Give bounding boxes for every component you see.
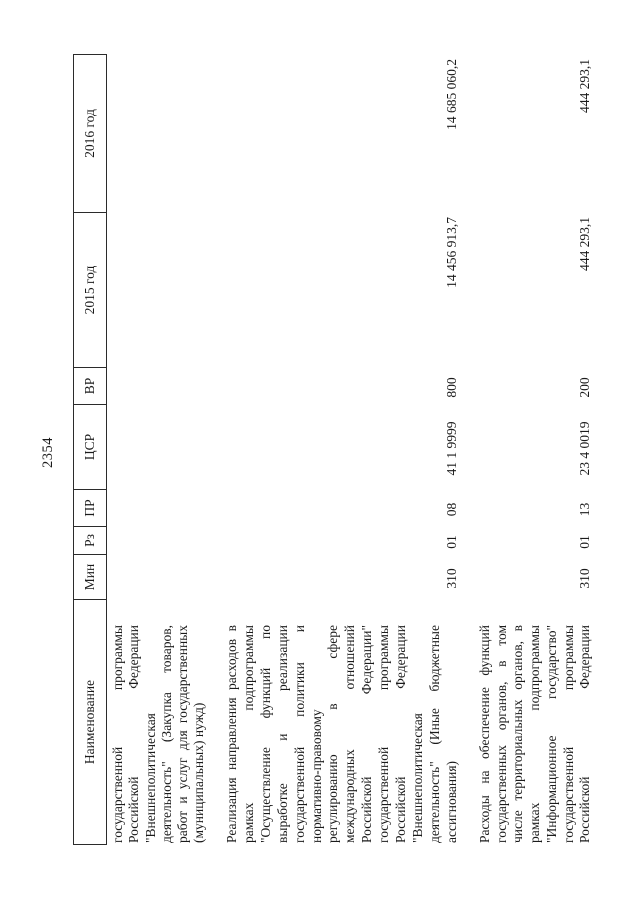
header-cell-csr: ЦСР — [74, 405, 106, 490]
header-cell-name: Наименование — [82, 679, 97, 765]
name-line: государственных органов, в том — [493, 625, 509, 843]
header-cell-pr: ПР — [74, 490, 106, 527]
row-3-vr-code: 200 — [577, 377, 592, 398]
page-number: 2354 — [40, 437, 56, 468]
table-header-row: Наименование Мин Рз ПР ЦСР ВР 2015 год 2… — [73, 54, 107, 845]
row-2-min-code: 310 — [444, 568, 459, 589]
name-line: государственной политики и — [291, 625, 307, 843]
name-line: государственной программы — [110, 625, 125, 843]
name-line: (муниципальных) нужд) — [191, 702, 207, 843]
row-3-2015-value: 444 293,1 — [577, 217, 592, 271]
row-2-2015-value: 14 456 913,7 — [444, 217, 459, 288]
row-2-csr-code: 41 1 9999 — [444, 421, 459, 476]
header-cell-2015: 2015 год — [74, 213, 106, 368]
row-2-pr-code: 08 — [444, 502, 459, 517]
name-line: "Осуществление функций по — [257, 625, 273, 843]
row-3-values: 310 01 13 23 4 0019 200 444 293,1 444 29… — [577, 56, 594, 845]
name-line: Расходы на обеспечение функций — [477, 625, 492, 843]
header-cell-vr: ВР — [74, 368, 106, 405]
row-1-name-paragraph: государственной программы Российской Фед… — [110, 625, 208, 843]
row-2-rz-code: 01 — [444, 535, 459, 549]
name-line: работ и услуг для государственных — [175, 625, 191, 843]
row-3-2016-value: 444 293,1 — [577, 59, 592, 113]
name-line: деятельность" (Иные бюджетные — [426, 625, 442, 843]
row-2-name-paragraph: Реализация направления расходов в рамках… — [224, 625, 461, 843]
row-2-2016-value: 14 685 060,2 — [444, 59, 459, 130]
name-line: числе территориальных органов, в — [510, 625, 526, 843]
name-line: "Информационное государство" — [543, 625, 559, 843]
name-column-spacer — [444, 601, 461, 845]
row-2-values: 310 01 08 41 1 9999 800 14 456 913,7 14 … — [444, 56, 461, 845]
row-3-rz-code: 01 — [577, 535, 592, 549]
row-3-csr-code: 23 4 0019 — [577, 421, 592, 476]
name-line: нормативно-правовому — [308, 709, 324, 843]
name-line: выработке и реализации — [274, 625, 290, 843]
name-line: рамках подпрограммы — [527, 625, 543, 843]
name-line: Российской Федерации" — [359, 625, 375, 843]
row-3-min-code: 310 — [577, 568, 592, 589]
name-line: государственной программы — [560, 625, 576, 843]
header-cell-min: Мин — [74, 555, 106, 600]
header-cell-rz: Рз — [74, 527, 106, 555]
name-line: регулированию в сфере — [325, 625, 341, 843]
name-line: Российской Федерации — [126, 625, 142, 843]
name-column-spacer — [577, 601, 594, 845]
name-line: Российской Федерации — [393, 625, 409, 843]
name-line: государственной программы — [376, 625, 392, 843]
name-line: деятельность" (Закупка товаров, — [158, 625, 174, 843]
row-2-vr-code: 800 — [444, 377, 459, 398]
name-line: "Внешнеполитическая — [142, 713, 158, 843]
row-3-pr-code: 13 — [577, 502, 592, 517]
name-line: "Внешнеполитическая — [409, 713, 425, 843]
name-line: Реализация направления расходов в — [224, 625, 239, 843]
name-line: международных отношений — [342, 625, 358, 843]
name-line: рамках подпрограммы — [240, 625, 256, 843]
header-cell-2016: 2016 год — [74, 55, 106, 213]
